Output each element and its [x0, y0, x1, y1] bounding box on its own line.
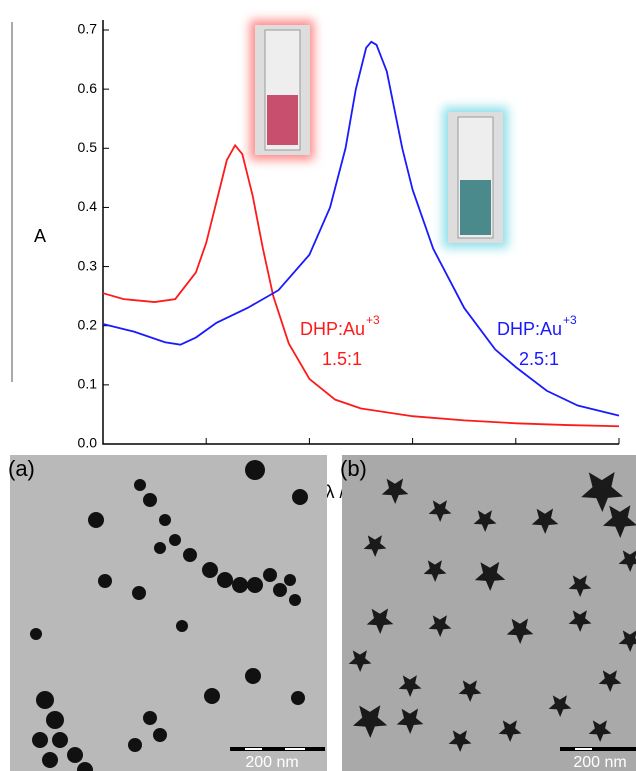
particle [396, 708, 424, 734]
annotation-superscript: +3 [366, 313, 380, 327]
particle [273, 583, 287, 597]
y-tick-label: 0.4 [78, 198, 98, 214]
y-tick-label: 0.6 [78, 80, 98, 96]
particle [531, 508, 559, 534]
annotation-label: DHP:Au [300, 319, 365, 339]
particle [428, 615, 452, 637]
particle [132, 586, 146, 600]
panel-label: (b) [340, 456, 367, 481]
y-tick-label: 0.7 [78, 21, 98, 37]
particle [348, 650, 372, 672]
particle [474, 561, 506, 591]
particle [247, 577, 263, 593]
particle [588, 720, 612, 742]
annotation-ratio: 1.5:1 [322, 349, 362, 369]
particle [30, 628, 42, 640]
particle [381, 478, 409, 504]
annotation-label: DHP:Au [497, 319, 562, 339]
particle [352, 705, 388, 738]
annotation-ratio: 2.5:1 [519, 349, 559, 369]
particle [128, 738, 142, 752]
particle [32, 732, 48, 748]
spectrum-line [102, 40, 620, 417]
particle [618, 550, 636, 572]
particle [423, 560, 447, 582]
particle [458, 680, 482, 702]
y-tick-label: 0.0 [78, 435, 98, 451]
particle [217, 572, 233, 588]
particle [366, 608, 394, 634]
particle [153, 728, 167, 742]
particle [176, 620, 188, 632]
particle [284, 574, 296, 586]
particle [506, 618, 534, 644]
particle [46, 711, 64, 729]
axis-frame [102, 20, 619, 445]
particle [618, 630, 636, 652]
particle [42, 752, 58, 768]
particle [98, 574, 112, 588]
particle [291, 691, 305, 705]
particle [602, 505, 636, 538]
particle [143, 493, 157, 507]
particle [263, 568, 277, 582]
particle [363, 535, 387, 557]
plot-area: 0.00.10.20.30.40.50.60.74005006007008009… [34, 20, 631, 502]
particle [245, 460, 265, 480]
particle [67, 747, 83, 763]
particle [292, 489, 308, 505]
particle [598, 670, 622, 692]
y-tick-label: 0.5 [78, 139, 98, 155]
y-tick-label: 0.3 [78, 257, 98, 273]
red-cuvette-photo [250, 20, 314, 160]
tem-image-b: 200 nm (b) [340, 455, 636, 771]
particle [245, 668, 261, 684]
particle [134, 479, 146, 491]
particle [159, 514, 171, 526]
particle [232, 577, 248, 593]
particle [169, 534, 181, 546]
particle [568, 575, 592, 597]
particle [154, 542, 166, 554]
particle [88, 512, 104, 528]
y-axis-label: A [34, 226, 46, 246]
particle [204, 688, 220, 704]
particle [398, 675, 422, 697]
particle [473, 510, 497, 532]
spectrum-line [102, 143, 620, 428]
scale-label: 200 nm [573, 754, 626, 771]
particle [36, 691, 54, 709]
particle [568, 610, 592, 632]
particle [448, 730, 472, 752]
particle [428, 500, 452, 522]
particle [498, 720, 522, 742]
particle [289, 594, 301, 606]
particle [143, 711, 157, 725]
particle [52, 732, 68, 748]
particle [548, 695, 572, 717]
particle [202, 562, 218, 578]
panel-label: (a) [8, 456, 35, 481]
tem-image-a: 200 nm (a) [8, 455, 327, 771]
particle [581, 472, 624, 512]
particle [183, 548, 197, 562]
blue-cuvette-photo [443, 107, 508, 248]
scale-label: 200 nm [245, 754, 298, 771]
y-tick-label: 0.1 [78, 376, 98, 392]
y-tick-label: 0.2 [78, 316, 98, 332]
particle [77, 762, 93, 771]
annotation-superscript: +3 [563, 313, 577, 327]
